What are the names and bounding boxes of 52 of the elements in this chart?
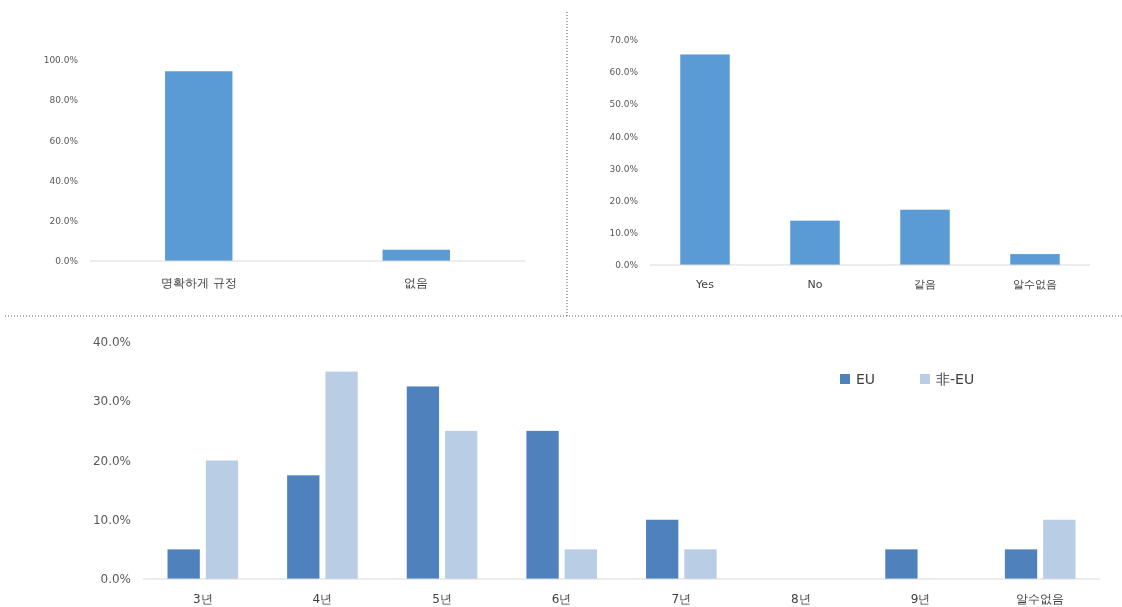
y-tick-label: 30.0%	[92, 394, 131, 409]
x-tick-label: Yes	[695, 278, 715, 291]
y-tick-label: 40.0%	[609, 131, 639, 142]
x-tick-label: 6년	[551, 592, 572, 606]
x-tick-label: No	[807, 278, 823, 291]
bar	[684, 549, 717, 579]
legend-label: EU	[856, 371, 876, 387]
bar	[445, 430, 478, 579]
y-tick-label: 30.0%	[609, 163, 639, 174]
bar	[790, 220, 840, 265]
bar	[1010, 254, 1060, 265]
y-tick-label: 40.0%	[92, 335, 131, 350]
bar	[564, 549, 597, 579]
legend-label: 非-EU	[936, 371, 975, 387]
x-tick-label: 4년	[312, 592, 333, 606]
bar	[167, 549, 200, 579]
bar	[885, 549, 918, 579]
y-tick-label: 40.0%	[49, 175, 79, 186]
bar	[406, 386, 440, 579]
y-tick-label: 0.0%	[55, 256, 79, 267]
y-tick-label: 20.0%	[49, 215, 79, 226]
bar	[325, 371, 358, 579]
y-tick-label: 0.0%	[615, 260, 639, 271]
x-tick-label: 5년	[432, 592, 452, 606]
x-tick-label: 7년	[671, 592, 692, 606]
x-tick-label: 알수없음	[1016, 592, 1065, 606]
y-tick-label: 100.0%	[43, 55, 79, 66]
y-tick-label: 70.0%	[609, 35, 639, 46]
x-tick-label: 3년	[192, 592, 213, 606]
bar	[1004, 549, 1038, 579]
bar	[680, 54, 730, 265]
x-tick-label: 8년	[791, 592, 811, 606]
bar	[205, 460, 239, 579]
x-tick-label: 같음	[914, 278, 936, 291]
y-tick-label: 10.0%	[92, 512, 131, 527]
bar	[287, 475, 320, 579]
bar	[646, 519, 679, 579]
y-tick-label: 50.0%	[609, 99, 639, 110]
x-tick-label: 명확하게 규정	[160, 276, 237, 290]
bar	[900, 209, 950, 265]
y-tick-label: 60.0%	[609, 67, 639, 78]
x-tick-label: 없음	[404, 276, 429, 290]
y-tick-label: 10.0%	[609, 228, 639, 239]
y-tick-label: 20.0%	[92, 453, 131, 468]
y-tick-label: 80.0%	[49, 95, 79, 106]
bar	[1043, 519, 1076, 579]
y-tick-label: 60.0%	[49, 135, 79, 146]
y-tick-label: 0.0%	[100, 572, 131, 587]
bar	[526, 430, 559, 579]
y-tick-label: 20.0%	[609, 195, 639, 206]
x-tick-label: 알수없음	[1013, 278, 1057, 291]
x-tick-label: 9년	[910, 592, 931, 606]
